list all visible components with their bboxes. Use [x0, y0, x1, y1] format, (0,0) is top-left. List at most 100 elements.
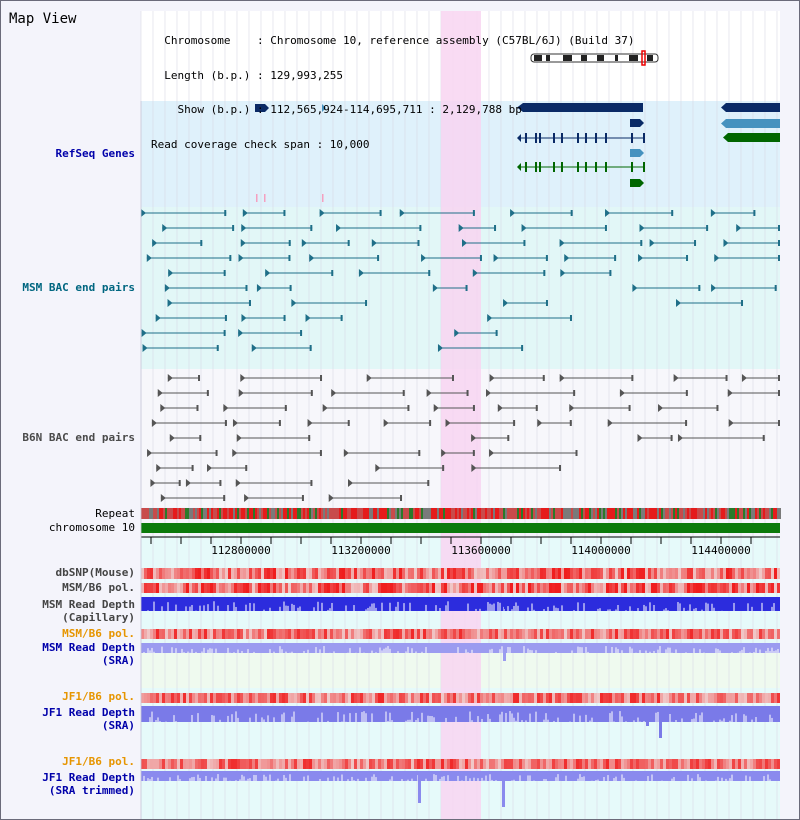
jf1-pol-density	[522, 693, 525, 703]
dbsnp-density	[714, 568, 717, 579]
jf1-pol-density	[495, 693, 498, 703]
msm-sra-depth-dip	[653, 650, 655, 653]
msm-sra-depth-dip	[743, 647, 745, 653]
msm-capillary-depth-dip	[409, 602, 411, 611]
msm-pol-density	[477, 583, 480, 593]
dbsnp-density	[384, 568, 387, 579]
repeat-element	[475, 508, 477, 519]
msm-pol-density	[705, 583, 708, 593]
msm-pol-density	[246, 583, 249, 593]
msm-bac-pair-end	[167, 299, 173, 307]
msm-sra-depth-dip	[615, 647, 617, 653]
repeat-element	[263, 508, 265, 519]
msm-pol-density	[414, 629, 417, 639]
msm-pol-density	[612, 583, 615, 593]
msm-sra-depth-dip	[675, 649, 677, 653]
track-label-jf1-pol-1[interactable]: JF1/B6 pol.	[62, 690, 135, 703]
jf1-pol-density	[618, 759, 621, 769]
msm-bac-pair-end	[224, 210, 227, 216]
dbsnp-density	[681, 568, 684, 579]
msm-pol-density	[225, 583, 228, 593]
jf1-sra-depth-dip	[557, 717, 559, 722]
track-label-chromosome[interactable]: chromosome 10	[48, 521, 135, 534]
jf1-pol-density	[627, 759, 630, 769]
track-label-repeat[interactable]: Repeat	[95, 507, 135, 520]
track-label-jf1-depth-trimmed[interactable]: JF1 Read Depth (SRA trimmed)	[42, 771, 135, 797]
repeat-element	[463, 508, 465, 519]
msm-pol-density	[327, 629, 330, 639]
jf1-pol-density	[180, 693, 183, 703]
msm-bac-pair-end	[245, 285, 248, 291]
jf1-trimmed-depth-dip	[285, 777, 287, 781]
repeat-element	[461, 508, 463, 519]
repeat-element	[425, 508, 427, 519]
exon	[585, 162, 587, 172]
msm-pol-density	[645, 629, 648, 639]
jf1-pol-density	[426, 693, 429, 703]
jf1-pol-density	[297, 693, 300, 703]
dbsnp-density	[264, 568, 267, 579]
msm-pol-density	[165, 629, 168, 639]
repeat-element	[459, 508, 461, 519]
track-label-refseq[interactable]: RefSeq Genes	[55, 147, 135, 160]
msm-capillary-depth-dip	[299, 606, 301, 611]
msm-pol-density	[390, 629, 393, 639]
dbsnp-density	[300, 568, 303, 579]
b6n-bac-pair-end	[728, 419, 734, 427]
track-label-msm-bac[interactable]: MSM BAC end pairs	[22, 281, 135, 294]
msm-bac-pair-end	[523, 240, 526, 246]
track-label-dbsnp[interactable]: dbSNP(Mouse)	[55, 566, 135, 579]
msm-sra-depth-dip	[715, 648, 717, 653]
jf1-pol-density	[267, 759, 270, 769]
track-label-msm-depth-sra[interactable]: MSM Read Depth (SRA)	[42, 641, 135, 667]
repeat-element	[193, 508, 195, 519]
track-label-jf1-depth-sra[interactable]: JF1 Read Depth (SRA)	[42, 706, 135, 732]
msm-pol-density	[483, 583, 486, 593]
msm-bac-pair-end	[310, 225, 313, 231]
track-label-b6n-bac[interactable]: B6N BAC end pairs	[22, 431, 135, 444]
msm-pol-density	[141, 583, 144, 593]
msm-pol-density	[216, 583, 219, 593]
info-chromosome: Chromosome : Chromosome 10, reference as…	[151, 34, 635, 47]
jf1-pol-density	[624, 759, 627, 769]
jf1-trimmed-depth-dip	[767, 774, 769, 781]
b6n-bac-pair-end	[169, 434, 175, 442]
jf1-pol-density	[327, 693, 330, 703]
repeat-element	[495, 508, 497, 519]
msm-pol-density	[312, 583, 315, 593]
jf1-pol-density	[558, 693, 561, 703]
msm-pol-density	[489, 629, 492, 639]
jf1-trimmed-depth-dip	[371, 776, 373, 781]
msm-sra-depth-dip	[383, 648, 385, 653]
jf1-pol-density	[186, 759, 189, 769]
jf1-sra-depth-dip	[281, 714, 283, 722]
track-label-msm-pol-2[interactable]: MSM/B6 pol.	[62, 627, 135, 640]
jf1-trimmed-depth-dip	[411, 778, 413, 781]
dbsnp-density	[348, 568, 351, 579]
jf1-pol-density	[312, 693, 315, 703]
msm-pol-density	[504, 583, 507, 593]
jf1-sra-depth-dip	[155, 720, 157, 722]
msm-capillary-depth-dip	[711, 603, 713, 611]
jf1-pol-density	[417, 759, 420, 769]
jf1-pol-density	[327, 759, 330, 769]
msm-pol-density	[738, 583, 741, 593]
msm-capillary-depth-dip	[517, 605, 519, 611]
msm-pol-density	[267, 583, 270, 593]
track-label-msm-depth-capillary[interactable]: MSM Read Depth (Capillary)	[42, 598, 135, 624]
jf1-pol-density	[363, 759, 366, 769]
repeat-element	[433, 508, 435, 519]
jf1-trimmed-depth-dip	[157, 777, 159, 781]
msm-bac-pair-end	[714, 254, 720, 262]
msm-bac-pair-end	[377, 255, 380, 261]
jf1-pol-density	[207, 693, 210, 703]
track-label-msm-pol-1[interactable]: MSM/B6 pol.	[62, 581, 135, 594]
msm-pol-density	[228, 583, 231, 593]
repeat-element	[397, 508, 399, 519]
msm-capillary-depth-dip	[475, 608, 477, 611]
msm-pol-density	[243, 583, 246, 593]
msm-sra-depth-dip	[151, 647, 153, 653]
jf1-pol-density	[438, 693, 441, 703]
track-label-jf1-pol-2[interactable]: JF1/B6 pol.	[62, 755, 135, 768]
